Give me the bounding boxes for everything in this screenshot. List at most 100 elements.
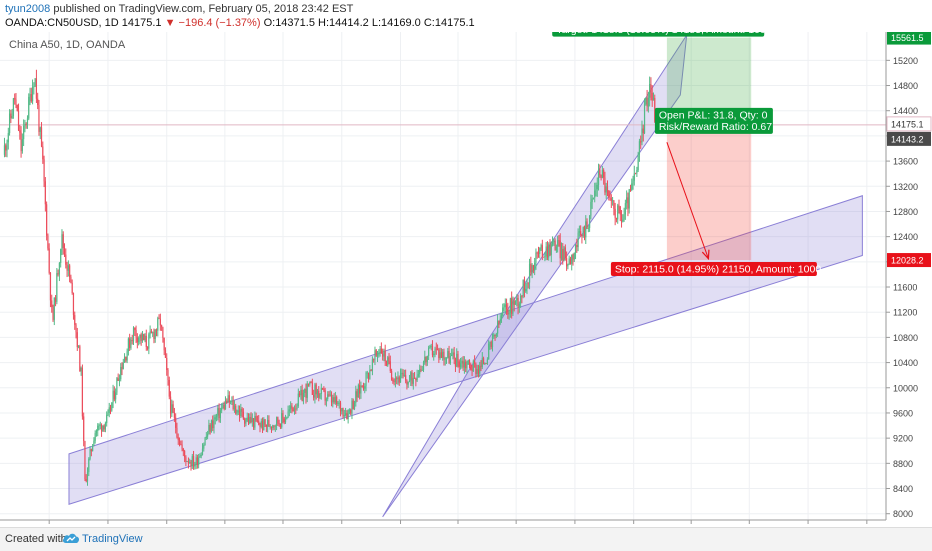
candle-body <box>254 416 256 428</box>
candle-body <box>444 358 446 360</box>
candle-body <box>337 403 339 405</box>
candle-body <box>541 245 543 257</box>
candle-body <box>293 408 296 412</box>
candle-body <box>38 105 40 132</box>
candle-body <box>108 407 110 413</box>
candle-body <box>560 248 563 259</box>
price-badge <box>887 131 931 146</box>
candle-body <box>399 373 402 383</box>
y-tick-label: 14400 <box>893 106 918 116</box>
candle-body <box>595 189 597 191</box>
x-tick-label: 2017 <box>391 526 411 527</box>
candle-body <box>457 353 459 362</box>
candle-body <box>63 248 66 255</box>
candle-body <box>521 296 523 297</box>
candle-body <box>580 231 582 235</box>
candle-body <box>210 420 213 432</box>
price-badges: 15561.5 14175.1 14143.2 12028.2 <box>886 32 932 268</box>
candle-body <box>398 377 400 383</box>
candle-body <box>77 346 80 348</box>
candle-body <box>396 378 398 380</box>
candle-body <box>76 332 78 348</box>
candle-body <box>449 356 451 364</box>
candle-body <box>164 350 167 358</box>
candle-body <box>238 410 241 417</box>
candle-body <box>379 348 381 354</box>
candle-body <box>407 381 409 385</box>
candle-body <box>360 385 362 394</box>
candle-body <box>159 318 161 326</box>
candle-body <box>111 402 113 411</box>
y-tick-label: 10000 <box>893 383 918 393</box>
y-tick-label: 9200 <box>893 434 913 444</box>
candle-body <box>599 169 601 176</box>
candle-body <box>298 393 301 396</box>
candle-body <box>589 215 591 228</box>
author-link[interactable]: tyun2008 <box>5 3 51 15</box>
candle-body <box>123 356 126 363</box>
candle-body <box>97 425 99 431</box>
candle-body <box>33 86 35 88</box>
candle-body <box>642 128 644 134</box>
candle-body <box>592 197 595 199</box>
candle-body <box>155 329 158 331</box>
candle-body <box>569 258 572 264</box>
candle-body <box>369 370 371 379</box>
candle-body <box>600 175 602 179</box>
candle-body <box>448 351 450 364</box>
candle-body <box>264 419 266 425</box>
candle-body <box>482 358 485 365</box>
price-chart[interactable]: China A50, 1D, OANDA 8000 8400 8800 9200 960… <box>0 32 932 527</box>
candle-body <box>555 246 557 251</box>
candle-body <box>405 375 407 381</box>
candle-body <box>618 205 620 207</box>
candle-body <box>58 263 61 275</box>
candle-body <box>537 252 540 254</box>
candle-body <box>146 346 149 349</box>
candle-body <box>626 197 628 204</box>
candle-body <box>158 318 160 320</box>
candle-body <box>14 98 16 100</box>
x-axis[interactable]: Jul Oct 2016 Apr Jul Oct 2017 Apr Jul Oct 2018 Apr J… <box>43 520 877 527</box>
candle-body <box>397 377 399 379</box>
candle-body <box>231 400 233 402</box>
candle-body <box>512 301 514 314</box>
candle-body <box>429 346 431 348</box>
candle-body <box>140 334 142 341</box>
candle-body <box>113 390 115 400</box>
candle-body <box>8 113 11 134</box>
candle-body <box>201 448 204 455</box>
candle-body <box>442 351 444 358</box>
candle-body <box>491 336 494 347</box>
candle-body <box>47 235 49 249</box>
candle-body <box>513 301 515 305</box>
candle-body <box>233 405 236 410</box>
candle-body <box>346 413 348 419</box>
position-tool[interactable] <box>0 37 886 261</box>
tradingview-link[interactable]: TradingView <box>82 533 143 545</box>
candle-body <box>388 357 390 362</box>
candle-body <box>255 416 257 421</box>
candle-body <box>237 410 239 413</box>
candle-body <box>572 254 574 260</box>
x-tick-label: Oct <box>101 526 116 527</box>
candle-body <box>26 118 29 125</box>
x-tick-label: 2016 <box>157 526 177 527</box>
candle-body <box>384 350 386 362</box>
y-axis[interactable]: 8000 8400 8800 9200 9600 10000 10400 10800 11200… <box>886 56 918 519</box>
candle-body <box>177 437 179 441</box>
down-triangle-icon: ▼ <box>164 17 176 29</box>
candle-body <box>196 457 198 466</box>
stop-zone[interactable] <box>666 126 752 261</box>
candle-body <box>617 205 619 220</box>
candle-body <box>336 396 338 405</box>
candle-body <box>171 404 173 414</box>
candle-body <box>247 417 250 424</box>
candle-body <box>192 456 195 467</box>
candle-body <box>498 320 500 324</box>
candle-body <box>485 363 487 364</box>
candle-body <box>191 456 193 467</box>
candle-body <box>249 416 251 424</box>
candle-body <box>71 282 73 294</box>
candle-body <box>163 337 165 351</box>
